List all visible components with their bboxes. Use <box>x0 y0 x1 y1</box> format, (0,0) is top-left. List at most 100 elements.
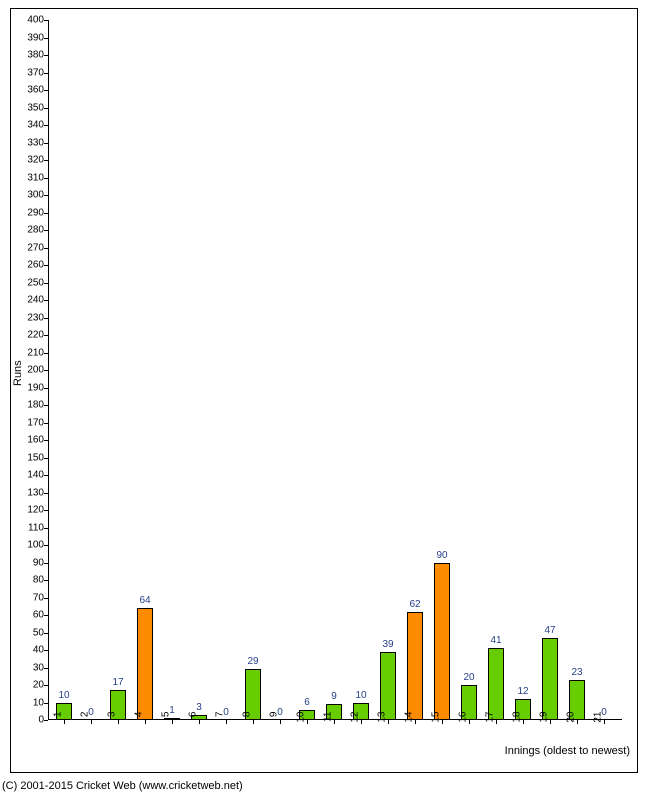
y-tick-label: 260 <box>27 260 44 271</box>
x-tick-label: 15 <box>431 712 442 732</box>
x-axis-title: Innings (oldest to newest) <box>505 745 630 757</box>
plot-area: 0102030405060708090100110120130140150160… <box>48 20 622 720</box>
bar-value-label: 39 <box>382 639 393 650</box>
y-tick-label: 240 <box>27 295 44 306</box>
y-tick-label: 70 <box>33 592 44 603</box>
y-tick <box>44 458 48 459</box>
y-tick <box>44 440 48 441</box>
y-tick-label: 100 <box>27 540 44 551</box>
chart-container: 0102030405060708090100110120130140150160… <box>0 0 650 800</box>
x-tick-label: 2 <box>80 712 91 732</box>
bar <box>137 608 153 720</box>
y-tick <box>44 143 48 144</box>
y-tick-label: 230 <box>27 312 44 323</box>
y-tick-label: 250 <box>27 277 44 288</box>
y-tick <box>44 300 48 301</box>
y-tick <box>44 248 48 249</box>
x-tick <box>604 720 605 724</box>
y-axis-line <box>48 20 49 720</box>
x-tick <box>307 720 308 724</box>
y-tick-label: 20 <box>33 680 44 691</box>
y-tick <box>44 125 48 126</box>
y-tick <box>44 195 48 196</box>
y-tick-label: 360 <box>27 85 44 96</box>
y-tick <box>44 493 48 494</box>
y-tick <box>44 510 48 511</box>
bar-value-label: 90 <box>436 550 447 561</box>
x-tick-label: 6 <box>188 712 199 732</box>
x-tick-label: 12 <box>350 712 361 732</box>
x-tick <box>523 720 524 724</box>
x-tick-label: 18 <box>512 712 523 732</box>
y-tick <box>44 265 48 266</box>
y-tick-label: 30 <box>33 662 44 673</box>
x-tick-label: 14 <box>404 712 415 732</box>
bar-value-label: 6 <box>304 697 310 708</box>
bar-value-label: 47 <box>544 625 555 636</box>
y-tick-label: 80 <box>33 575 44 586</box>
x-tick-label: 5 <box>161 712 172 732</box>
x-tick <box>64 720 65 724</box>
y-tick-label: 340 <box>27 120 44 131</box>
y-tick <box>44 335 48 336</box>
x-tick <box>145 720 146 724</box>
y-tick-label: 210 <box>27 347 44 358</box>
footer-copyright: (C) 2001-2015 Cricket Web (www.cricketwe… <box>2 780 243 792</box>
x-tick <box>226 720 227 724</box>
y-tick-label: 310 <box>27 172 44 183</box>
x-tick <box>334 720 335 724</box>
bar-value-label: 9 <box>331 691 337 702</box>
y-tick-label: 160 <box>27 435 44 446</box>
x-tick-label: 11 <box>323 712 334 732</box>
bar <box>488 648 504 720</box>
x-tick-label: 13 <box>377 712 388 732</box>
y-tick <box>44 90 48 91</box>
x-tick-label: 3 <box>107 712 118 732</box>
x-tick-label: 10 <box>296 712 307 732</box>
x-tick-label: 16 <box>458 712 469 732</box>
y-tick <box>44 370 48 371</box>
y-tick-label: 370 <box>27 67 44 78</box>
bar <box>434 563 450 721</box>
x-tick-label: 8 <box>242 712 253 732</box>
x-tick <box>118 720 119 724</box>
y-tick <box>44 545 48 546</box>
y-tick-label: 130 <box>27 487 44 498</box>
y-tick-label: 270 <box>27 242 44 253</box>
x-tick <box>280 720 281 724</box>
y-tick <box>44 475 48 476</box>
x-tick <box>91 720 92 724</box>
x-tick <box>577 720 578 724</box>
y-tick <box>44 108 48 109</box>
y-tick <box>44 73 48 74</box>
y-tick-label: 110 <box>28 522 44 533</box>
y-tick-label: 200 <box>27 365 44 376</box>
y-tick-label: 290 <box>27 207 44 218</box>
y-tick <box>44 318 48 319</box>
y-tick-label: 140 <box>27 470 44 481</box>
bar-value-label: 62 <box>409 599 420 610</box>
y-tick-label: 10 <box>33 697 44 708</box>
y-tick <box>44 633 48 634</box>
y-tick <box>44 668 48 669</box>
y-tick <box>44 388 48 389</box>
bar-value-label: 17 <box>112 677 123 688</box>
y-tick <box>44 213 48 214</box>
y-tick <box>44 405 48 406</box>
bar-value-label: 64 <box>139 595 150 606</box>
y-tick-label: 60 <box>33 610 44 621</box>
bar <box>542 638 558 720</box>
y-tick-label: 170 <box>27 417 44 428</box>
x-tick <box>415 720 416 724</box>
y-tick-label: 400 <box>27 15 44 26</box>
y-tick <box>44 230 48 231</box>
y-tick <box>44 423 48 424</box>
bar <box>407 612 423 721</box>
y-tick <box>44 283 48 284</box>
bar-value-label: 23 <box>571 667 582 678</box>
bar-value-label: 10 <box>355 690 366 701</box>
y-tick <box>44 650 48 651</box>
y-tick <box>44 615 48 616</box>
y-tick-label: 320 <box>27 155 44 166</box>
y-tick-label: 190 <box>27 382 44 393</box>
